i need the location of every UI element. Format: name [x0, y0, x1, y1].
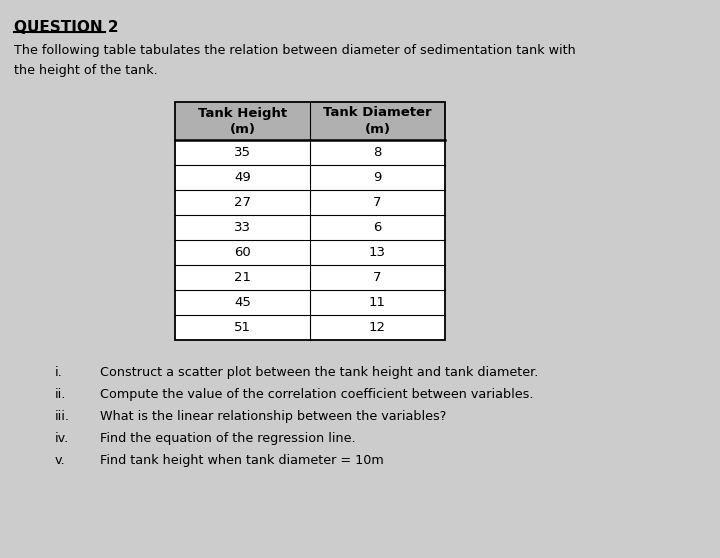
- Text: 49: 49: [234, 171, 251, 184]
- Text: Tank Height
(m): Tank Height (m): [198, 107, 287, 136]
- Text: 6: 6: [373, 221, 382, 234]
- Bar: [175, 102, 445, 140]
- Text: 13: 13: [369, 246, 386, 259]
- Text: QUESTION 2: QUESTION 2: [14, 20, 119, 35]
- Text: 33: 33: [234, 221, 251, 234]
- Text: 27: 27: [234, 196, 251, 209]
- Bar: [175, 102, 445, 340]
- Text: Find tank height when tank diameter = 10m: Find tank height when tank diameter = 10…: [100, 454, 384, 467]
- Text: i.: i.: [55, 366, 63, 379]
- Text: The following table tabulates the relation between diameter of sedimentation tan: The following table tabulates the relati…: [14, 44, 576, 77]
- Text: Find the equation of the regression line.: Find the equation of the regression line…: [100, 432, 356, 445]
- Text: 45: 45: [234, 296, 251, 309]
- Text: 7: 7: [373, 196, 382, 209]
- Text: 11: 11: [369, 296, 386, 309]
- Text: 7: 7: [373, 271, 382, 284]
- Text: 51: 51: [234, 321, 251, 334]
- Bar: [175, 102, 445, 340]
- Text: v.: v.: [55, 454, 66, 467]
- Text: 35: 35: [234, 146, 251, 159]
- Text: iii.: iii.: [55, 410, 70, 423]
- Text: Construct a scatter plot between the tank height and tank diameter.: Construct a scatter plot between the tan…: [100, 366, 539, 379]
- Text: iv.: iv.: [55, 432, 69, 445]
- Text: 12: 12: [369, 321, 386, 334]
- Text: 9: 9: [373, 171, 382, 184]
- Text: ii.: ii.: [55, 388, 66, 401]
- Text: 60: 60: [234, 246, 251, 259]
- Text: 21: 21: [234, 271, 251, 284]
- Text: Tank Diameter
(m): Tank Diameter (m): [323, 107, 432, 136]
- Text: Compute the value of the correlation coefficient between variables.: Compute the value of the correlation coe…: [100, 388, 534, 401]
- Text: What is the linear relationship between the variables?: What is the linear relationship between …: [100, 410, 446, 423]
- Text: 8: 8: [373, 146, 382, 159]
